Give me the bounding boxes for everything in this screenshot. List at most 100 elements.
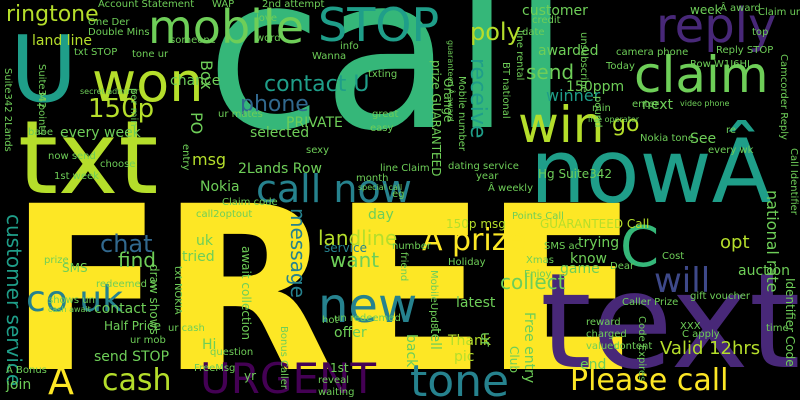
word-code-expires: Code Expires <box>636 316 647 382</box>
word-shows-un: shows un <box>48 295 95 306</box>
word-poly: poly <box>470 18 521 46</box>
word-hg-suite342: Hg Suite342 <box>538 167 613 181</box>
word-special-call: special call <box>358 183 403 192</box>
word-reply-stop: Reply STOP <box>716 45 774 56</box>
word-points-call: Points Call <box>512 211 564 222</box>
word-txt-stop: txt STOP <box>74 47 118 58</box>
word-content: content <box>614 341 653 352</box>
word-year: year <box>476 171 499 182</box>
word-yr: yr <box>244 369 257 383</box>
word-collect: collect <box>500 270 566 294</box>
word-150p: 150p <box>88 94 155 124</box>
word-top: top <box>752 27 769 38</box>
word-end: end <box>580 357 607 373</box>
word-unsubscribe: unsubscribe <box>578 32 589 93</box>
word-line-claim: line Claim <box>380 163 430 174</box>
word-txt: txt <box>18 99 159 218</box>
word-tried: tried <box>182 249 215 265</box>
word-a-weekly: Â weekly <box>488 183 533 194</box>
word-easy: easy <box>370 123 394 134</box>
word-ur-mob: ur mob <box>130 335 166 346</box>
word-a-prize: Â prize <box>422 223 526 258</box>
word-date: date <box>522 27 545 38</box>
word-latest: latest <box>456 295 496 311</box>
word-chat: chat <box>100 230 153 258</box>
word-tell: tell <box>427 328 443 350</box>
word-eg: eg <box>392 189 405 200</box>
word-1st-week: 1st week <box>54 171 99 182</box>
word-sexy: sexy <box>306 145 330 156</box>
word-ringtone: ringtone <box>6 2 99 27</box>
word-dating-service: dating service <box>448 161 519 172</box>
word-customer: customer <box>522 3 588 19</box>
word-await-collection: await collection <box>239 246 253 340</box>
word-draw-shows: draw shows <box>147 264 161 335</box>
word-identifier-code: Identifier Code <box>783 278 797 367</box>
word-co-uk: co uk <box>26 279 123 320</box>
word-c-apply: C apply <box>682 329 720 340</box>
word-call: call <box>206 0 571 177</box>
word-send-stop: send STOP <box>94 349 170 365</box>
word-great: great <box>372 109 399 120</box>
word-guaranteed-a-award: guaranteed Â award <box>446 40 455 122</box>
word-someone: someone <box>170 35 216 46</box>
word-love: love <box>256 13 277 24</box>
word-bonus-caller: Bonus Caller <box>278 326 289 389</box>
word-win: win <box>518 96 605 154</box>
word-pic: pic <box>454 349 475 365</box>
word-u: U <box>10 16 78 123</box>
word-uk: uk <box>196 233 213 249</box>
word-camcorder-reply: Camcorder Reply <box>778 54 789 140</box>
word-choose: choose <box>100 159 136 170</box>
word-ur-mates: ur mates <box>218 109 263 120</box>
word-want: want <box>330 248 380 272</box>
word-video-phone: video phone <box>680 99 730 108</box>
word-a-award: Â award <box>720 3 761 14</box>
word-next: next <box>642 97 674 113</box>
word-hot: hot <box>322 315 339 326</box>
word-tone-ur: tone ur <box>132 49 169 60</box>
word-now-a: nowÂ <box>530 120 772 223</box>
word-suite342-2lands: Suite342 2Lands <box>2 68 13 152</box>
word-waiting: waiting <box>318 387 355 398</box>
word-thank: Thank <box>448 333 491 349</box>
word-redeemed-s: redeemed S <box>96 279 157 290</box>
word-every-wk: every wk <box>708 145 754 156</box>
word-caller-prize: Caller Prize <box>622 297 679 308</box>
word-question: question <box>210 347 254 358</box>
word-dear: Dear <box>610 261 635 272</box>
word-half-price: Half Price <box>104 319 162 333</box>
word-po: PO <box>187 112 206 135</box>
word-reward: reward <box>586 317 621 328</box>
word-guaranteed-call: GUARANTEED Call <box>540 217 650 231</box>
word-line-rental: line rental <box>514 30 525 81</box>
word-today: Today <box>606 61 635 72</box>
word-nokia-tone: Nokia tone <box>640 133 695 144</box>
word-number: number <box>392 241 432 252</box>
word-xxx: XXX <box>680 321 701 332</box>
word-service: service <box>324 241 367 255</box>
word-valued: valued <box>586 341 620 352</box>
word-know: know <box>570 251 607 267</box>
word-claim-ur: Claim ur <box>758 7 800 18</box>
word-every-week: every week <box>60 125 141 141</box>
word-find: find <box>118 248 156 272</box>
word-orange: Orange <box>441 78 455 123</box>
word-call-identifier: Call Identifier <box>788 148 799 215</box>
word-contact-u: contact U <box>264 72 370 97</box>
word-tone: tone <box>410 356 510 400</box>
word-contact: contact <box>94 301 147 317</box>
word-new: new <box>318 278 418 334</box>
word-150ppm: 150ppm <box>566 79 625 95</box>
word-day: day <box>368 207 394 223</box>
word-a-bonus: Â Bonus <box>6 365 47 376</box>
word-bt-national: BT national <box>500 62 511 119</box>
word-month: month <box>356 173 389 184</box>
word-msg: msg <box>192 150 227 169</box>
word-selected: selected <box>250 125 310 141</box>
word-national-rate: national rate <box>763 190 782 293</box>
word-winner: winner <box>546 86 601 105</box>
word-babe: babe <box>28 127 53 138</box>
word-auction: auction <box>738 263 790 279</box>
word-receive: receive <box>465 58 490 139</box>
